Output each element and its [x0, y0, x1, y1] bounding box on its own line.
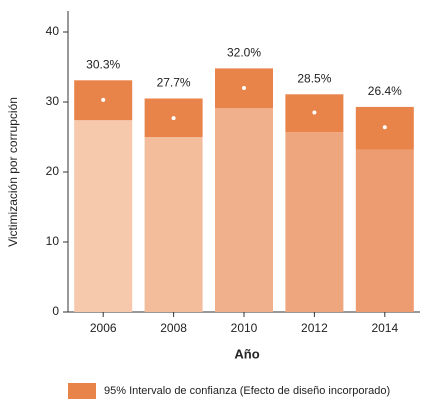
value-label: 26.4% [368, 84, 402, 98]
x-tick-label: 2010 [231, 321, 258, 335]
x-tick-label: 2008 [160, 321, 187, 335]
x-tick-label: 2012 [301, 321, 328, 335]
y-tick-label: 10 [46, 234, 60, 248]
point-estimate [312, 110, 317, 115]
value-label: 32.0% [227, 46, 261, 60]
legend-swatch [68, 383, 96, 399]
value-label: 27.7% [157, 76, 191, 90]
x-tick-label: 2014 [371, 321, 398, 335]
bar [215, 108, 273, 312]
point-estimate [171, 116, 176, 121]
point-estimate [101, 97, 106, 102]
point-estimate [242, 86, 246, 90]
point-estimate [382, 125, 387, 130]
value-label: 30.3% [86, 57, 120, 71]
y-axis-label: Victimización por corrupción [6, 97, 20, 247]
y-tick-label: 40 [46, 24, 60, 38]
bar [285, 132, 344, 312]
x-axis-label: Año [234, 346, 259, 361]
bar [74, 120, 133, 312]
bar [355, 149, 414, 312]
y-tick-label: 30 [46, 94, 60, 108]
legend-label: 95% Intervalo de confianza (Efecto de di… [104, 385, 390, 397]
y-tick-label: 20 [46, 164, 60, 178]
y-tick-label: 0 [52, 304, 59, 318]
bar [144, 137, 203, 312]
value-label: 28.5% [297, 71, 331, 85]
x-tick-label: 2006 [90, 321, 117, 335]
